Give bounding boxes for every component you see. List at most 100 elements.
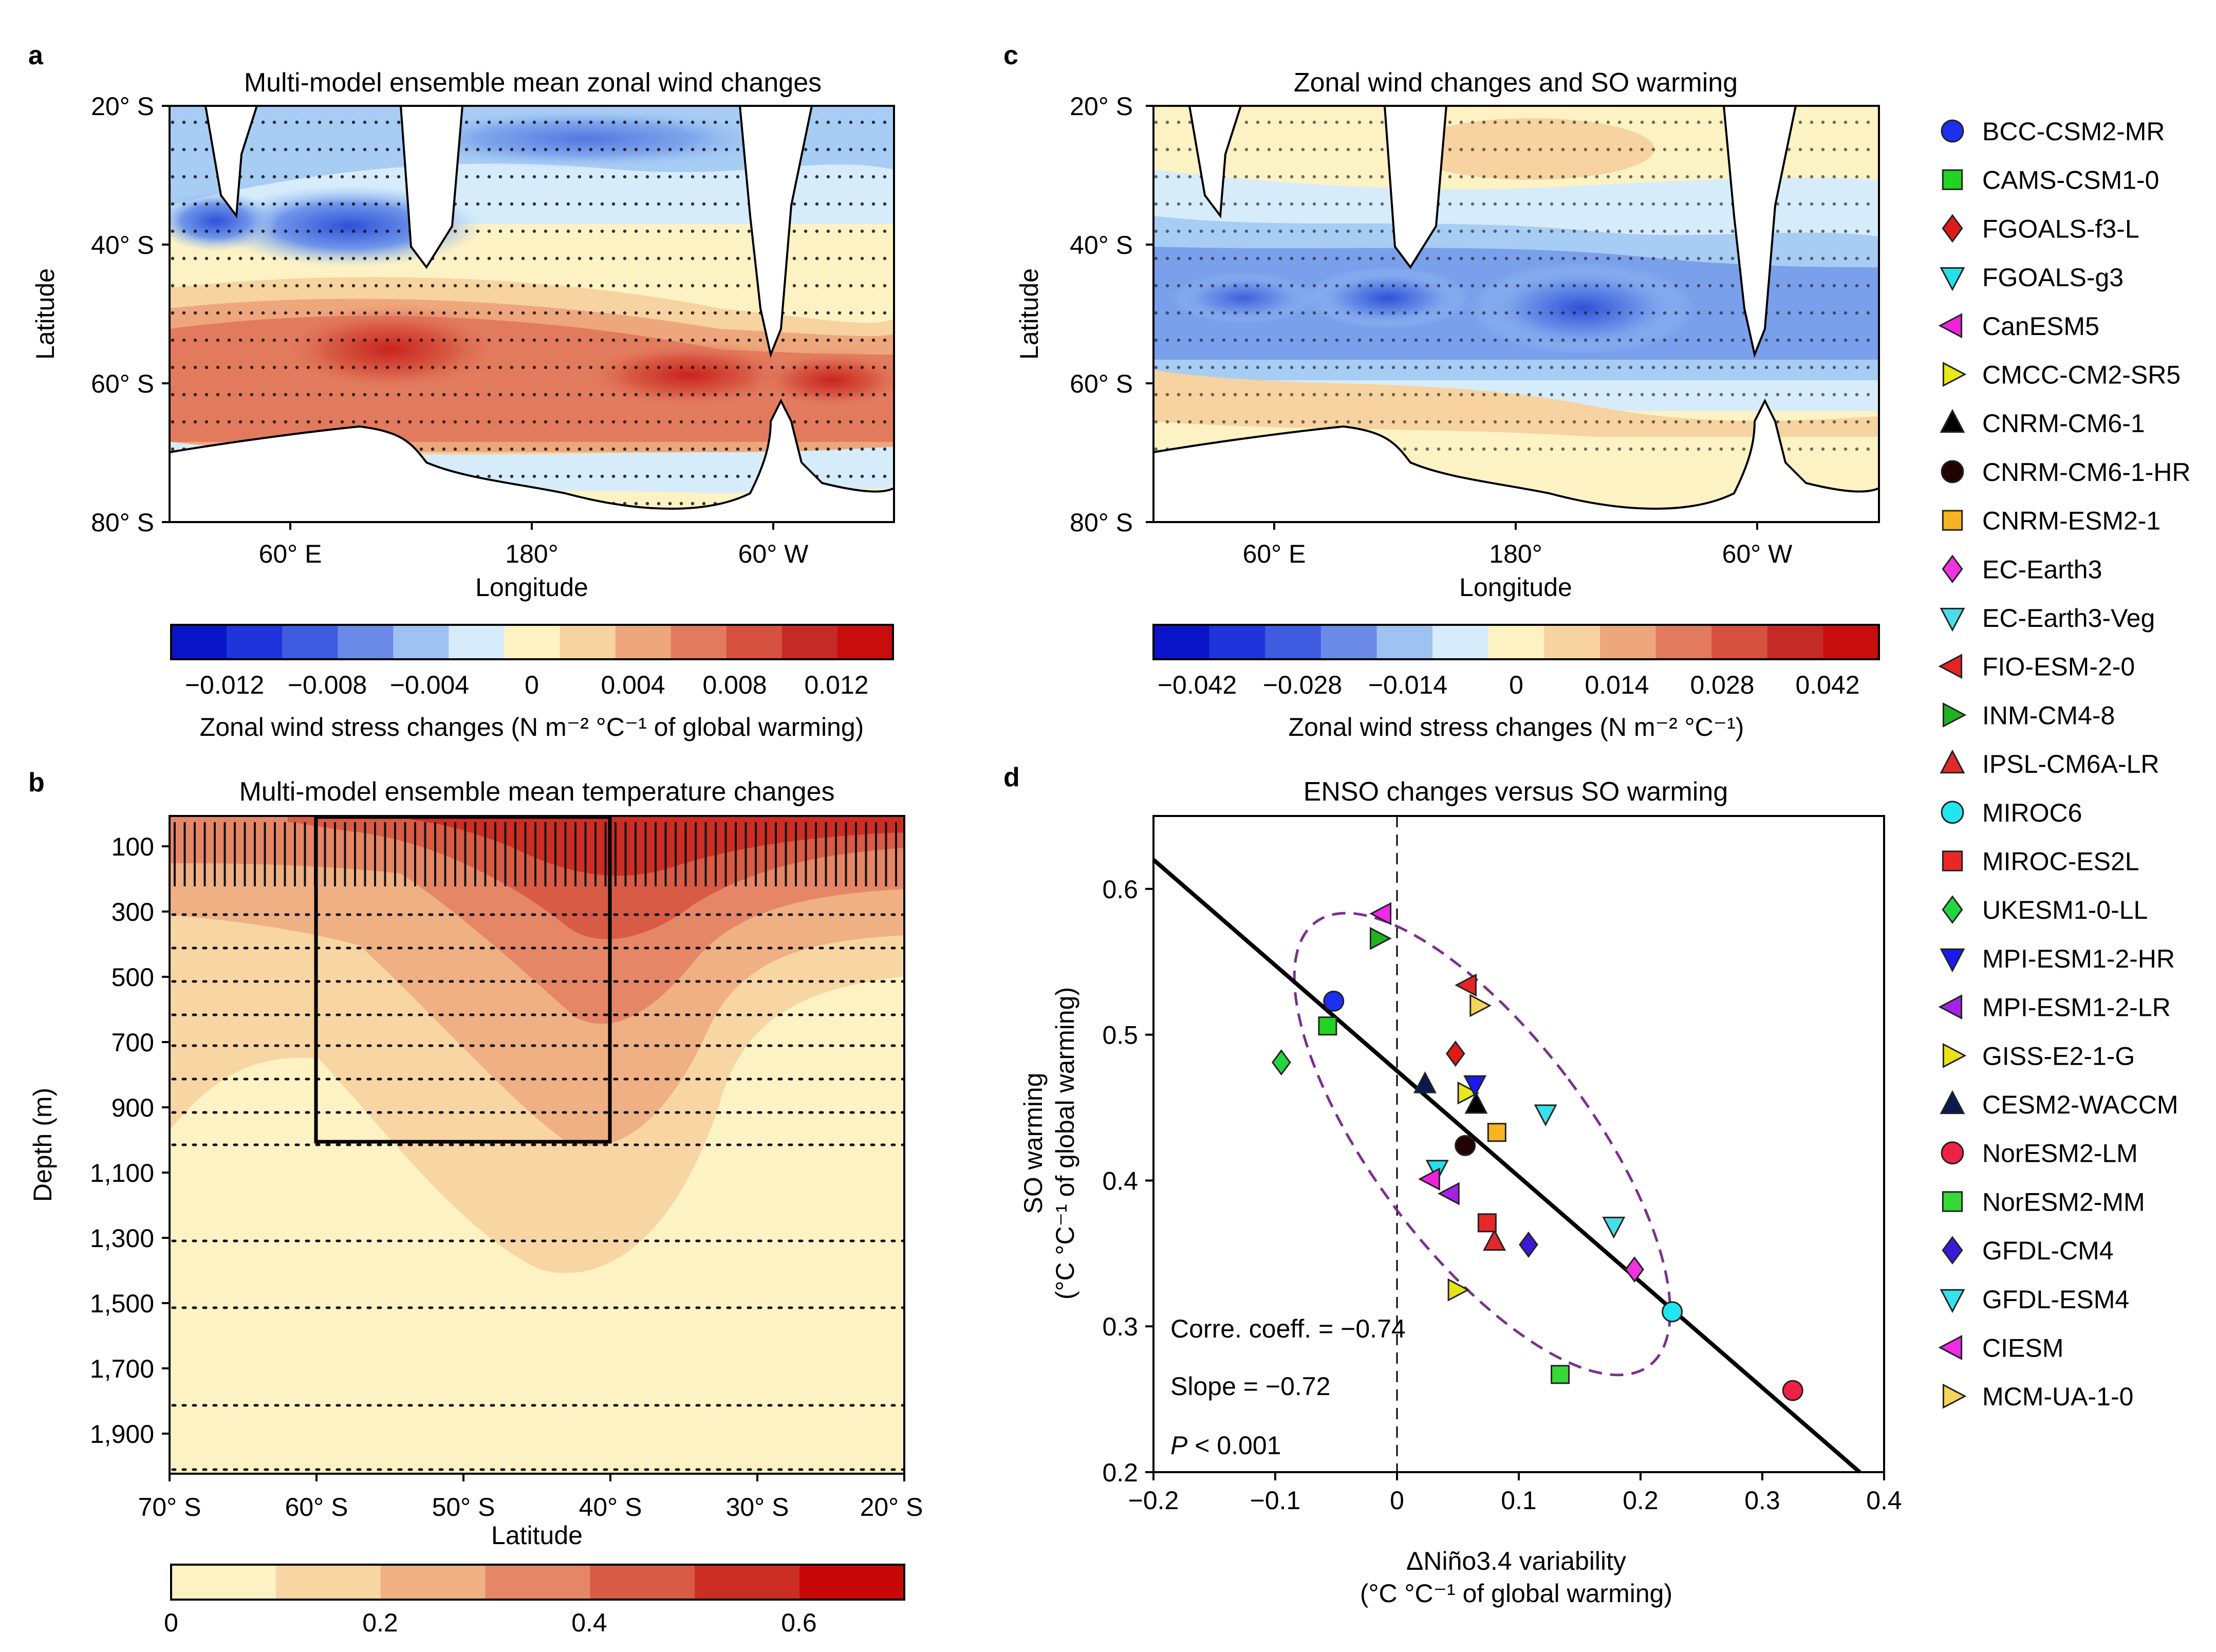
panel-a-cbar-tick: 0.008: [702, 671, 767, 699]
legend-label: CMCC-CM2-SR5: [1982, 361, 2181, 389]
legend-marker: [1938, 994, 1963, 1020]
x-tick-label: 0.4: [1866, 1486, 1902, 1515]
panel-c-colorbar-swatch: [1711, 625, 1768, 659]
panel-c-xlabel: Longitude: [1459, 573, 1572, 602]
confidence-ellipse: [1293, 912, 1672, 1377]
panel-b-frame: [169, 815, 905, 1475]
panel-a-colorbar-swatch: [560, 625, 616, 659]
legend-label: NorESM2-MM: [1982, 1187, 2145, 1216]
panel-c-colorbar-swatch: [1432, 625, 1489, 659]
legend-marker: [1938, 313, 1963, 339]
panel-a-ylabel: Latitude: [31, 268, 60, 360]
panel-c-xticks: 60° E 180° 60° W: [1243, 522, 1793, 568]
x-tick-label: 0.2: [1623, 1486, 1659, 1515]
panel-b-cbar-tick: 0.2: [362, 1608, 398, 1637]
legend-label: CIESM: [1982, 1334, 2063, 1363]
panel-a-ytick: 20° S: [91, 92, 154, 121]
panel-a-colorbar-label: Zonal wind stress changes (N m⁻² °C⁻¹ of…: [200, 713, 864, 741]
panel-a-xtick: 180°: [505, 540, 558, 568]
regression-line: [1152, 858, 1861, 1474]
panel-c-ytick: 40° S: [1070, 231, 1133, 259]
panel-b-letter: b: [28, 768, 45, 797]
panel-a-ytick: 60° S: [91, 369, 154, 398]
panel-c-ylabel: Latitude: [1015, 268, 1044, 360]
panel-d-ylabel-line1: SO warming: [1019, 1072, 1048, 1214]
point-mpi-esm1-2-lr: [1438, 1182, 1460, 1205]
panel-a: a Multi-model ensemble mean zonal wind c…: [28, 41, 895, 741]
panel-b-colorbar-border: [170, 1564, 905, 1601]
point-cmcc-cm2-sr5: [1457, 1081, 1480, 1105]
panel-b-colorbar-swatch: [380, 1565, 486, 1600]
point-fio-esm-2-0: [1455, 973, 1477, 997]
point-ciesm: [1369, 902, 1392, 925]
legend-marker: [1941, 460, 1964, 484]
point-gfdl-cm4: [1519, 1231, 1538, 1258]
legend-marker: [1942, 850, 1963, 871]
panel-a-xtick: 60° W: [738, 540, 809, 568]
legend-label: CESM2-WACCM: [1982, 1090, 2178, 1119]
panel-b-ytick: 1,300: [90, 1224, 154, 1253]
panel-a-colorbar: [170, 624, 894, 660]
panel-c-colorbar-swatch: [1376, 625, 1433, 659]
panel-b-ytick: 300: [111, 898, 154, 926]
panel-c-colorbar-swatch: [1209, 625, 1265, 659]
panel-c-ytick: 60° S: [1070, 369, 1133, 398]
panel-b-ytick: 100: [111, 832, 154, 861]
panel-c-cbar-tick: 0.042: [1795, 671, 1859, 699]
point-noresm2-mm: [1551, 1365, 1570, 1384]
point-ipsl-cm6a-lr: [1483, 1229, 1506, 1251]
panel-a-colorbar-ticks: −0.012 −0.008 −0.004 0 0.004 0.008 0.012: [185, 671, 869, 699]
panel-b-ytick: 1,100: [90, 1159, 154, 1187]
panel-c-colorbar-swatch: [1655, 625, 1712, 659]
panel-b-cbar-tick: 0.6: [781, 1608, 817, 1637]
panel-b-ytick: 1,900: [90, 1420, 154, 1449]
point-miroc-es2l: [1477, 1213, 1497, 1233]
panel-d-p-symbol: P: [1170, 1431, 1188, 1460]
legend-marker: [1938, 654, 1963, 679]
panel-c-ytick: 20° S: [1070, 92, 1133, 121]
x-tick-label: 0.1: [1501, 1486, 1537, 1515]
panel-d-xlabel-line1: ΔNiño3.4 variability: [1406, 1547, 1626, 1575]
legend-label: IPSL-CM6A-LR: [1982, 750, 2159, 778]
panel-b-hatch: [174, 822, 897, 886]
legend-marker: [1938, 1335, 1963, 1360]
legend-label: CNRM-CM6-1-HR: [1982, 458, 2191, 487]
panel-b-cbar-tick: 0.4: [571, 1608, 607, 1637]
point-cnrm-cm6-1-hr: [1455, 1135, 1476, 1156]
panel-b-cbar-tick: 0: [164, 1608, 178, 1637]
panel-b-xlabel: Latitude: [491, 1521, 583, 1550]
panel-c-colorbar-swatch: [1544, 625, 1600, 659]
legend-label: MPI-ESM1-2-HR: [1982, 944, 2175, 973]
panel-c-cbar-tick: 0.028: [1690, 671, 1754, 699]
panel-c-map: [1153, 106, 1879, 522]
panel-a-colorbar-swatch: [615, 625, 672, 659]
panel-c-colorbar-swatch: [1599, 625, 1656, 659]
legend-label: FIO-ESM-2-0: [1982, 653, 2135, 681]
legend-label: EC-Earth3-Veg: [1982, 604, 2155, 633]
panel-a-title: Multi-model ensemble mean zonal wind cha…: [244, 68, 822, 98]
panel-b-colorbar-swatch: [799, 1565, 905, 1600]
legend-label: CanESM5: [1982, 312, 2099, 341]
panel-a-cbar-tick: −0.012: [185, 671, 264, 699]
legend-marker: [1942, 1043, 1967, 1068]
panel-a-cbar-tick: −0.008: [288, 671, 367, 699]
panel-c-cbar-tick: 0: [1509, 671, 1523, 699]
panel-a-colorbar-swatch: [393, 625, 449, 659]
panel-c-colorbar-swatch: [1153, 625, 1210, 659]
panel-c-yticks: 20° S 40° S 60° S 80° S: [1070, 92, 1153, 537]
panel-b-stipple: [171, 913, 904, 1471]
panel-b-xtick: 70° S: [138, 1493, 201, 1521]
y-tick-label: 0.4: [1102, 1166, 1138, 1195]
panel-b-xtick: 50° S: [432, 1493, 495, 1521]
panel-b-colorbar-swatch: [590, 1565, 695, 1600]
panel-b-ytick-marks: [162, 845, 170, 1435]
panel-b-xtick: 30° S: [726, 1493, 789, 1521]
legend-label: BCC-CSM2-MR: [1982, 117, 2165, 146]
legend-marker: [1942, 1191, 1963, 1212]
panel-c-xtick: 60° W: [1722, 540, 1793, 568]
point-ec-earth3: [1625, 1256, 1645, 1283]
legend-label: CAMS-CSM1-0: [1982, 166, 2159, 195]
panel-c-ytick: 80° S: [1070, 508, 1133, 537]
x-tick-label: −0.2: [1128, 1486, 1179, 1515]
